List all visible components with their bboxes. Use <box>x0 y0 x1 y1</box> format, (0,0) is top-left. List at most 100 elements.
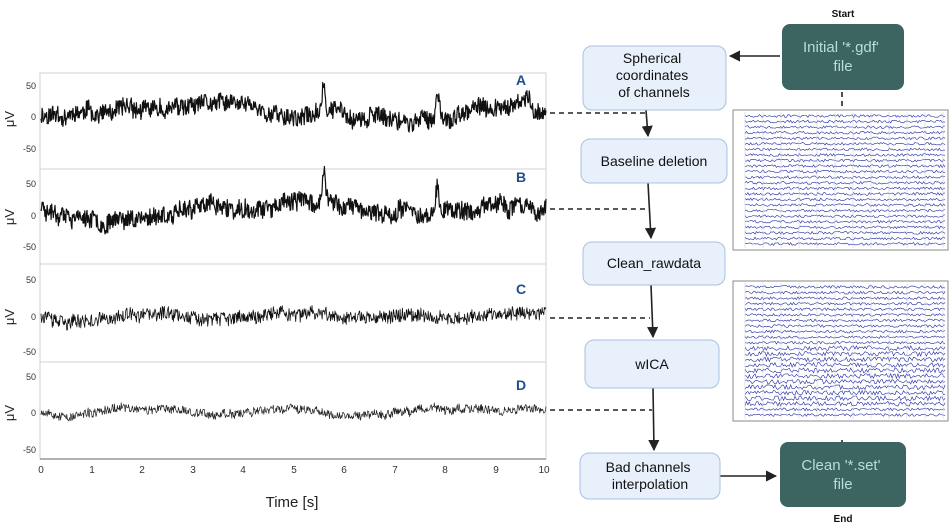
step-label: Spherical coordinates of channels <box>616 50 692 100</box>
step-label-line: coordinates <box>616 67 688 83</box>
step-label-line: of channels <box>618 84 690 100</box>
step-label: Clean_rawdata <box>607 255 701 271</box>
arrow-step1-to-step2 <box>641 109 653 138</box>
thumbnail-frame <box>732 109 949 251</box>
y-tick-50: 50 <box>26 81 36 91</box>
x-axis-label: Time [s] <box>266 494 319 511</box>
panel-letter-a: A <box>516 72 526 88</box>
signal-panels: A 50 0 -50 μV B 50 0 -50 μV C 50 0 -50 μ… <box>2 72 550 511</box>
start-label: Start <box>832 9 855 20</box>
step-clean-rawdata: Clean_rawdata <box>582 241 726 286</box>
end-label: End <box>834 514 853 525</box>
file-label-line: file <box>833 58 852 75</box>
panel-d: D 50 0 -50 μV <box>2 372 547 455</box>
signal-plot-frame <box>39 72 547 460</box>
step-label: wICA <box>634 356 669 372</box>
eeg-channel-trace <box>744 324 945 328</box>
panel-b: B 50 0 -50 μV <box>2 165 547 265</box>
y-tick-0: 0 <box>31 312 36 322</box>
file-label-line: Initial '*.gdf' <box>803 39 879 56</box>
initial-file-label: Initial '*.gdf' file <box>803 39 883 75</box>
flow-arrows <box>641 50 780 482</box>
initial-file-box <box>782 24 904 90</box>
flow-steps: Spherical coordinates of channels Baseli… <box>579 45 728 500</box>
step-baseline-deletion: Baseline deletion <box>580 138 728 184</box>
x-tick: 3 <box>190 465 196 476</box>
eeg-channel-trace <box>744 361 946 368</box>
step-bad-channels-interpolation: Bad channels interpolation <box>579 452 721 500</box>
eeg-channel-trace <box>744 130 946 135</box>
arrow-step4-to-step5 <box>648 387 660 452</box>
panel-letter-d: D <box>516 377 526 393</box>
eeg-channel-trace <box>744 290 946 295</box>
eeg-channel-trace <box>744 413 946 417</box>
y-tick-0: 0 <box>31 112 36 122</box>
eeg-channel-trace <box>744 158 946 163</box>
clean-eeg-thumbnail <box>732 280 949 422</box>
y-tick-50: 50 <box>26 372 36 382</box>
signal-trace-c <box>40 305 547 331</box>
y-tick-0: 0 <box>31 211 36 221</box>
signal-trace-a <box>40 81 547 133</box>
eeg-channel-trace <box>744 141 946 146</box>
y-axis-label: μV <box>2 405 17 421</box>
eeg-channel-trace <box>744 313 946 317</box>
x-tick: 2 <box>139 465 145 476</box>
eeg-channel-trace <box>744 197 946 202</box>
clean-eeg-channels <box>744 283 946 419</box>
eeg-channel-trace <box>744 345 946 352</box>
eeg-channel-trace <box>744 372 946 380</box>
y-tick-50: 50 <box>26 179 36 189</box>
file-boxes: Start Initial '*.gdf' file Clean '*.set'… <box>780 9 906 525</box>
eeg-channel-trace <box>744 318 946 323</box>
eeg-channel-trace <box>744 169 946 174</box>
y-tick-neg50: -50 <box>23 445 36 455</box>
raw-eeg-channels <box>744 112 946 248</box>
x-axis: 0 1 2 3 4 5 6 7 8 9 10 Time [s] <box>38 458 550 511</box>
x-tick: 5 <box>291 465 297 476</box>
eeg-channel-trace <box>744 242 946 246</box>
eeg-channel-trace <box>744 192 945 196</box>
eeg-channel-trace <box>744 367 946 374</box>
step-label-line: Spherical <box>623 50 681 66</box>
y-axis-label: μV <box>2 209 17 225</box>
y-tick-neg50: -50 <box>23 242 36 252</box>
eeg-channel-trace <box>744 285 946 289</box>
eeg-channel-trace <box>744 395 946 402</box>
x-tick: 4 <box>240 465 246 476</box>
eeg-channel-trace <box>744 400 946 407</box>
eeg-channel-trace <box>744 225 946 230</box>
x-tick: 7 <box>392 465 398 476</box>
y-axis-label: μV <box>2 111 17 127</box>
y-tick-neg50: -50 <box>23 347 36 357</box>
eeg-channel-trace <box>744 125 946 129</box>
eeg-channel-trace <box>744 296 946 301</box>
eeg-channel-trace <box>744 153 946 157</box>
eeg-channel-trace <box>744 114 946 119</box>
panel-a: A 50 0 -50 μV <box>2 72 547 170</box>
arrow-step2-to-step3 <box>644 182 657 240</box>
eeg-channel-trace <box>744 335 946 339</box>
step-box <box>579 452 721 500</box>
eeg-channel-trace <box>744 136 946 141</box>
eeg-channel-trace <box>744 350 946 357</box>
eeg-channel-trace <box>744 389 946 396</box>
step-label-line: Bad channels <box>606 459 691 475</box>
eeg-channel-trace <box>744 236 946 241</box>
panel-letter-b: B <box>516 169 526 185</box>
file-label-line: file <box>833 476 852 493</box>
eeg-channel-trace <box>744 119 946 124</box>
eeg-channel-trace <box>744 384 946 391</box>
signal-trace-d <box>40 402 547 422</box>
y-tick-neg50: -50 <box>23 144 36 154</box>
step-label: Bad channels interpolation <box>606 459 695 492</box>
file-label-line: Clean '*.set' <box>801 457 880 474</box>
x-tick: 9 <box>493 465 499 476</box>
eeg-channel-trace <box>744 164 946 169</box>
step-wica: wICA <box>584 339 720 389</box>
clean-file-label: Clean '*.set' file <box>801 457 884 493</box>
eeg-channel-trace <box>744 356 946 363</box>
x-tick: 6 <box>341 465 347 476</box>
eeg-channel-trace <box>744 214 946 218</box>
